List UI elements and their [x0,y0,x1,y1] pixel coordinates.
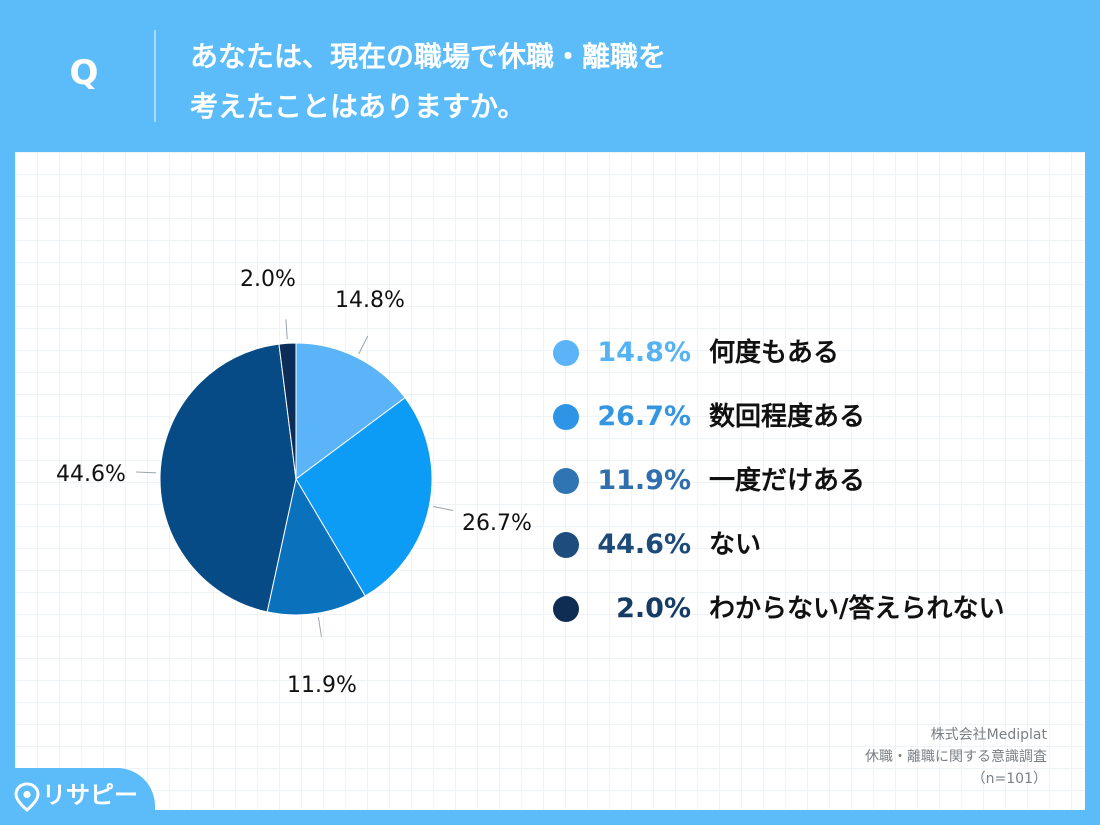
question-line-1: あなたは、現在の職場で休職・離職を [190,40,667,73]
source-note: 株式会社Mediplat 休職・離職に関する意識調査 （n=101） [865,724,1047,790]
brand-name: リサピー [42,781,138,809]
legend-label: 何度もある [709,338,840,368]
source-survey: 休職・離職に関する意識調査 [865,749,1047,765]
leader-line [317,617,323,638]
slice-label: 44.6% [56,462,126,487]
legend-percent: 11.9% [597,465,691,496]
leader-line [433,506,453,511]
slice-label: 2.0% [240,267,296,292]
pie-slice [266,477,366,616]
leader-line [136,471,157,474]
location-pin-icon [14,782,40,812]
pie-slice [159,343,297,613]
pie-slice [295,342,406,480]
legend-label: わからない/答えられない [709,594,1005,624]
legend-swatch [553,404,579,430]
leader-line [358,335,369,355]
legend-percent: 26.7% [597,401,691,432]
slice-label: 14.8% [335,288,405,313]
header-divider [154,30,156,122]
legend-label: ない [709,530,762,560]
legend-percent: 14.8% [597,337,691,368]
legend-label: 数回程度ある [709,402,866,432]
question-mark: Q [69,53,99,93]
pie-chart: 14.8% 26.7% 11.9% 44.6% 2.0% [56,267,532,698]
legend-percent: 2.0% [616,593,691,624]
slice-label: 26.7% [462,511,532,536]
legend-swatch [553,468,579,494]
header: Q あなたは、現在の職場で休職・離職を 考えたことはありますか。 [0,0,1100,152]
pie-slice [295,396,433,597]
slice-label: 11.9% [287,673,357,698]
legend-swatch [553,340,579,366]
chart-panel: 14.8% 26.7% 11.9% 44.6% 2.0% 14.8% 何度もある 26.… [15,152,1085,810]
legend-swatch [553,532,579,558]
source-company: 株式会社Mediplat [930,727,1047,743]
pie-slice [278,342,297,480]
question-line-2: 考えたことはありますか。 [190,90,526,123]
source-sample: （n=101） [971,771,1047,787]
leader-line [285,319,288,340]
question-title: あなたは、現在の職場で休職・離職を 考えたことはありますか。 [190,32,666,132]
legend-percent: 44.6% [597,529,691,560]
legend-swatch [553,596,579,622]
legend-label: 一度だけある [709,466,866,496]
brand-logo: リサピー [0,768,155,825]
